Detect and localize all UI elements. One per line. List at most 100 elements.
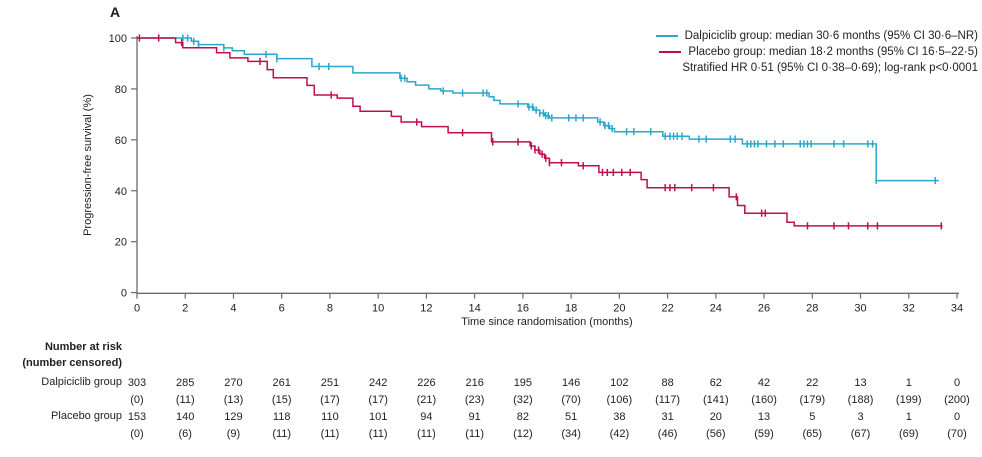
- x-tick-label: 2: [182, 303, 188, 315]
- stratified-hr-note: Stratified HR 0·51 (95% CI 0·38–0·69); l…: [682, 62, 978, 74]
- risk-censored-count: (21): [417, 394, 437, 406]
- y-axis-label: Progression-free survival (%): [82, 94, 94, 236]
- risk-censored-count: (11): [465, 428, 484, 440]
- risk-censored-count: (106): [607, 394, 633, 406]
- risk-count: 261: [273, 377, 291, 389]
- risk-count: 3: [857, 411, 863, 423]
- risk-censored-count: (9): [227, 428, 240, 440]
- risk-censored-count: (42): [610, 428, 630, 440]
- x-tick-label: 26: [758, 303, 770, 315]
- risk-count: 226: [417, 377, 435, 389]
- x-tick-label: 8: [327, 303, 333, 315]
- x-tick-label: 16: [517, 303, 529, 315]
- x-tick-label: 22: [661, 303, 673, 315]
- dalpiciclib-line-swatch: [655, 35, 678, 37]
- risk-count: 20: [710, 411, 722, 423]
- risk-count: 270: [224, 377, 242, 389]
- curve-placebo: [137, 37, 943, 227]
- risk-censored-count: (23): [465, 394, 485, 406]
- risk-count: 1: [906, 411, 912, 423]
- risk-censored-count: (117): [655, 394, 680, 406]
- risk-censored-count: (70): [947, 428, 967, 440]
- risk-count: 42: [758, 377, 770, 389]
- risk-count: 1: [906, 377, 912, 389]
- risk-count: 195: [514, 377, 532, 389]
- x-tick-label: 18: [565, 303, 577, 315]
- x-tick-label: 4: [230, 303, 236, 315]
- risk-censored-count: (12): [513, 428, 533, 440]
- risk-censored-count: (11): [176, 394, 195, 406]
- risk-count: 82: [517, 411, 529, 423]
- y-tick-label: 100: [109, 33, 127, 45]
- risk-count: 216: [465, 377, 483, 389]
- risk-count: 38: [613, 411, 625, 423]
- risk-count: 110: [321, 411, 339, 423]
- risk-censored-count: (17): [368, 394, 388, 406]
- risk-censored-count: (17): [320, 394, 340, 406]
- panel-label: A: [110, 4, 121, 20]
- risk-count: 51: [565, 411, 577, 423]
- risk-censored-count: (188): [848, 394, 874, 406]
- risk-censored-count: (65): [803, 428, 823, 440]
- risk-count: 146: [562, 377, 580, 389]
- risk-count: 94: [420, 411, 432, 423]
- x-tick-label: 32: [903, 303, 915, 315]
- x-tick-label: 34: [951, 303, 963, 315]
- x-tick-label: 6: [279, 303, 285, 315]
- curve-dalpiciclib: [137, 37, 939, 182]
- risk-censored-count: (11): [417, 428, 436, 440]
- risk-count: 153: [128, 411, 146, 423]
- y-tick-label: 20: [115, 237, 127, 249]
- risk-count: 140: [176, 411, 194, 423]
- x-tick-label: 20: [613, 303, 625, 315]
- x-tick-label: 10: [372, 303, 384, 315]
- legend-entry-dalpiciclib: Dalpiciclib group: median 30·6 months (9…: [655, 28, 978, 44]
- risk-censored-count: (15): [272, 394, 292, 406]
- risk-censored-count: (46): [658, 428, 678, 440]
- risk-censored-count: (13): [224, 394, 244, 406]
- risk-table-header: Number at risk: [44, 341, 122, 353]
- risk-count: 13: [758, 411, 770, 423]
- risk-count: 251: [321, 377, 339, 389]
- risk-censored-count: (6): [179, 428, 192, 440]
- risk-count: 285: [176, 377, 194, 389]
- risk-censored-count: (69): [899, 428, 919, 440]
- risk-count: 101: [369, 411, 387, 423]
- risk-censored-count: (141): [703, 394, 729, 406]
- y-tick-label: 0: [121, 288, 127, 300]
- risk-count: 62: [710, 377, 722, 389]
- risk-censored-count: (67): [851, 428, 871, 440]
- legend-entry-dalpiciclib-label: Dalpiciclib group: median 30·6 months (9…: [684, 30, 978, 42]
- risk-table-subheader: (number censored): [22, 357, 122, 369]
- x-axis-label: Time since randomisation (months): [461, 316, 633, 328]
- x-tick-label: 0: [134, 303, 140, 315]
- x-tick-label: 28: [806, 303, 818, 315]
- risk-count: 31: [661, 411, 673, 423]
- risk-censored-count: (32): [513, 394, 533, 406]
- legend-entry-placebo: Placebo group: median 18·2 months (95% C…: [659, 44, 978, 60]
- legend-entry-placebo-label: Placebo group: median 18·2 months (95% C…: [688, 46, 978, 58]
- risk-censored-count: (0): [130, 428, 143, 440]
- risk-censored-count: (34): [561, 428, 581, 440]
- risk-count: 303: [128, 377, 146, 389]
- x-tick-label: 12: [420, 303, 432, 315]
- y-tick-label: 80: [115, 84, 127, 96]
- risk-count: 5: [809, 411, 815, 423]
- risk-count: 22: [806, 377, 818, 389]
- risk-censored-count: (200): [944, 394, 970, 406]
- x-tick-label: 24: [710, 303, 722, 315]
- risk-count: 118: [273, 411, 291, 423]
- risk-row-label-placebo: Placebo group: [51, 410, 122, 422]
- risk-count: 91: [469, 411, 481, 423]
- x-tick-label: 30: [854, 303, 866, 315]
- y-tick-label: 40: [115, 186, 127, 198]
- placebo-line-swatch: [659, 51, 682, 53]
- risk-count: 13: [854, 377, 866, 389]
- risk-count: 0: [954, 377, 960, 389]
- risk-censored-count: (56): [706, 428, 726, 440]
- risk-censored-count: (59): [754, 428, 774, 440]
- risk-count: 129: [224, 411, 242, 423]
- risk-censored-count: (199): [896, 394, 922, 406]
